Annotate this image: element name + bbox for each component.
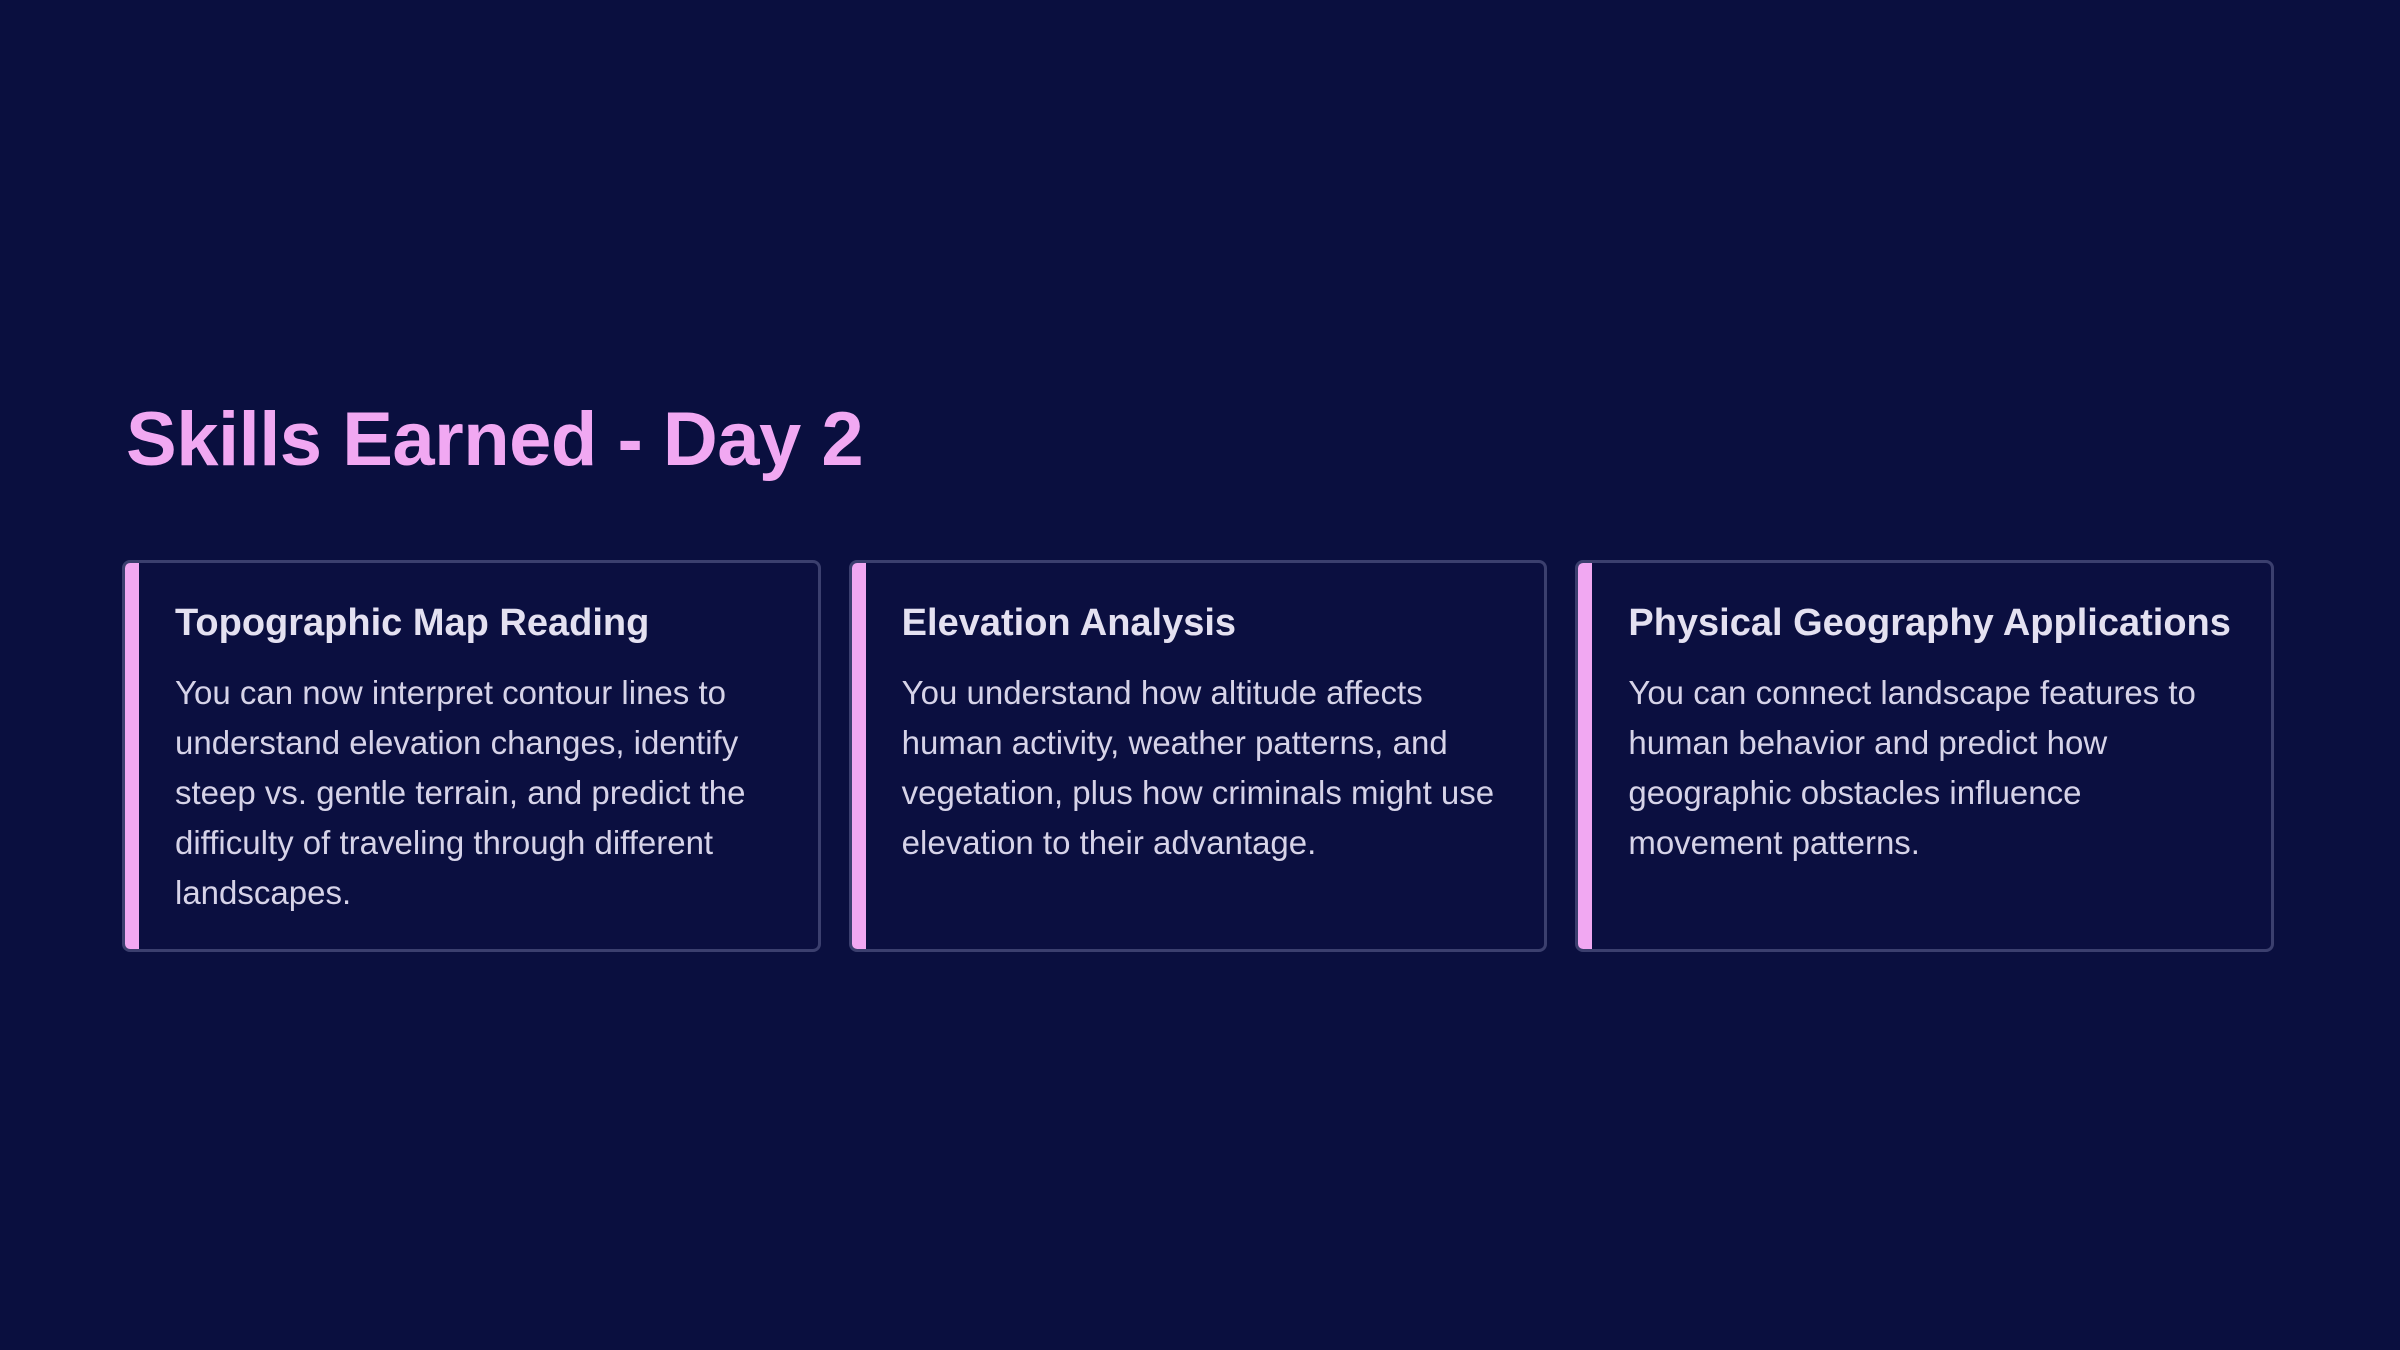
card-description: You understand how altitude affects huma… bbox=[901, 673, 1495, 862]
card-description: You can now interpret contour lines to u… bbox=[175, 673, 746, 912]
card-description: You can connect landscape features to hu… bbox=[1628, 673, 2196, 862]
skill-card-physical-geography-applications: Physical Geography Applications You can … bbox=[1575, 560, 2275, 952]
skills-card-row: Topographic Map Reading You can now inte… bbox=[122, 560, 2275, 952]
skill-card-elevation-analysis: Elevation Analysis You understand how al… bbox=[848, 560, 1548, 952]
card-title: Physical Geography Applications bbox=[1628, 602, 2231, 644]
card-accent-bar bbox=[1578, 563, 1593, 949]
card-title: Topographic Map Reading bbox=[175, 602, 650, 644]
slide-title: Skills Earned - Day 2 bbox=[126, 397, 864, 482]
skill-card-topographic-map-reading: Topographic Map Reading You can now inte… bbox=[122, 560, 821, 952]
card-accent-bar bbox=[851, 563, 866, 949]
card-accent-bar bbox=[125, 563, 139, 949]
card-title: Elevation Analysis bbox=[901, 602, 1237, 644]
